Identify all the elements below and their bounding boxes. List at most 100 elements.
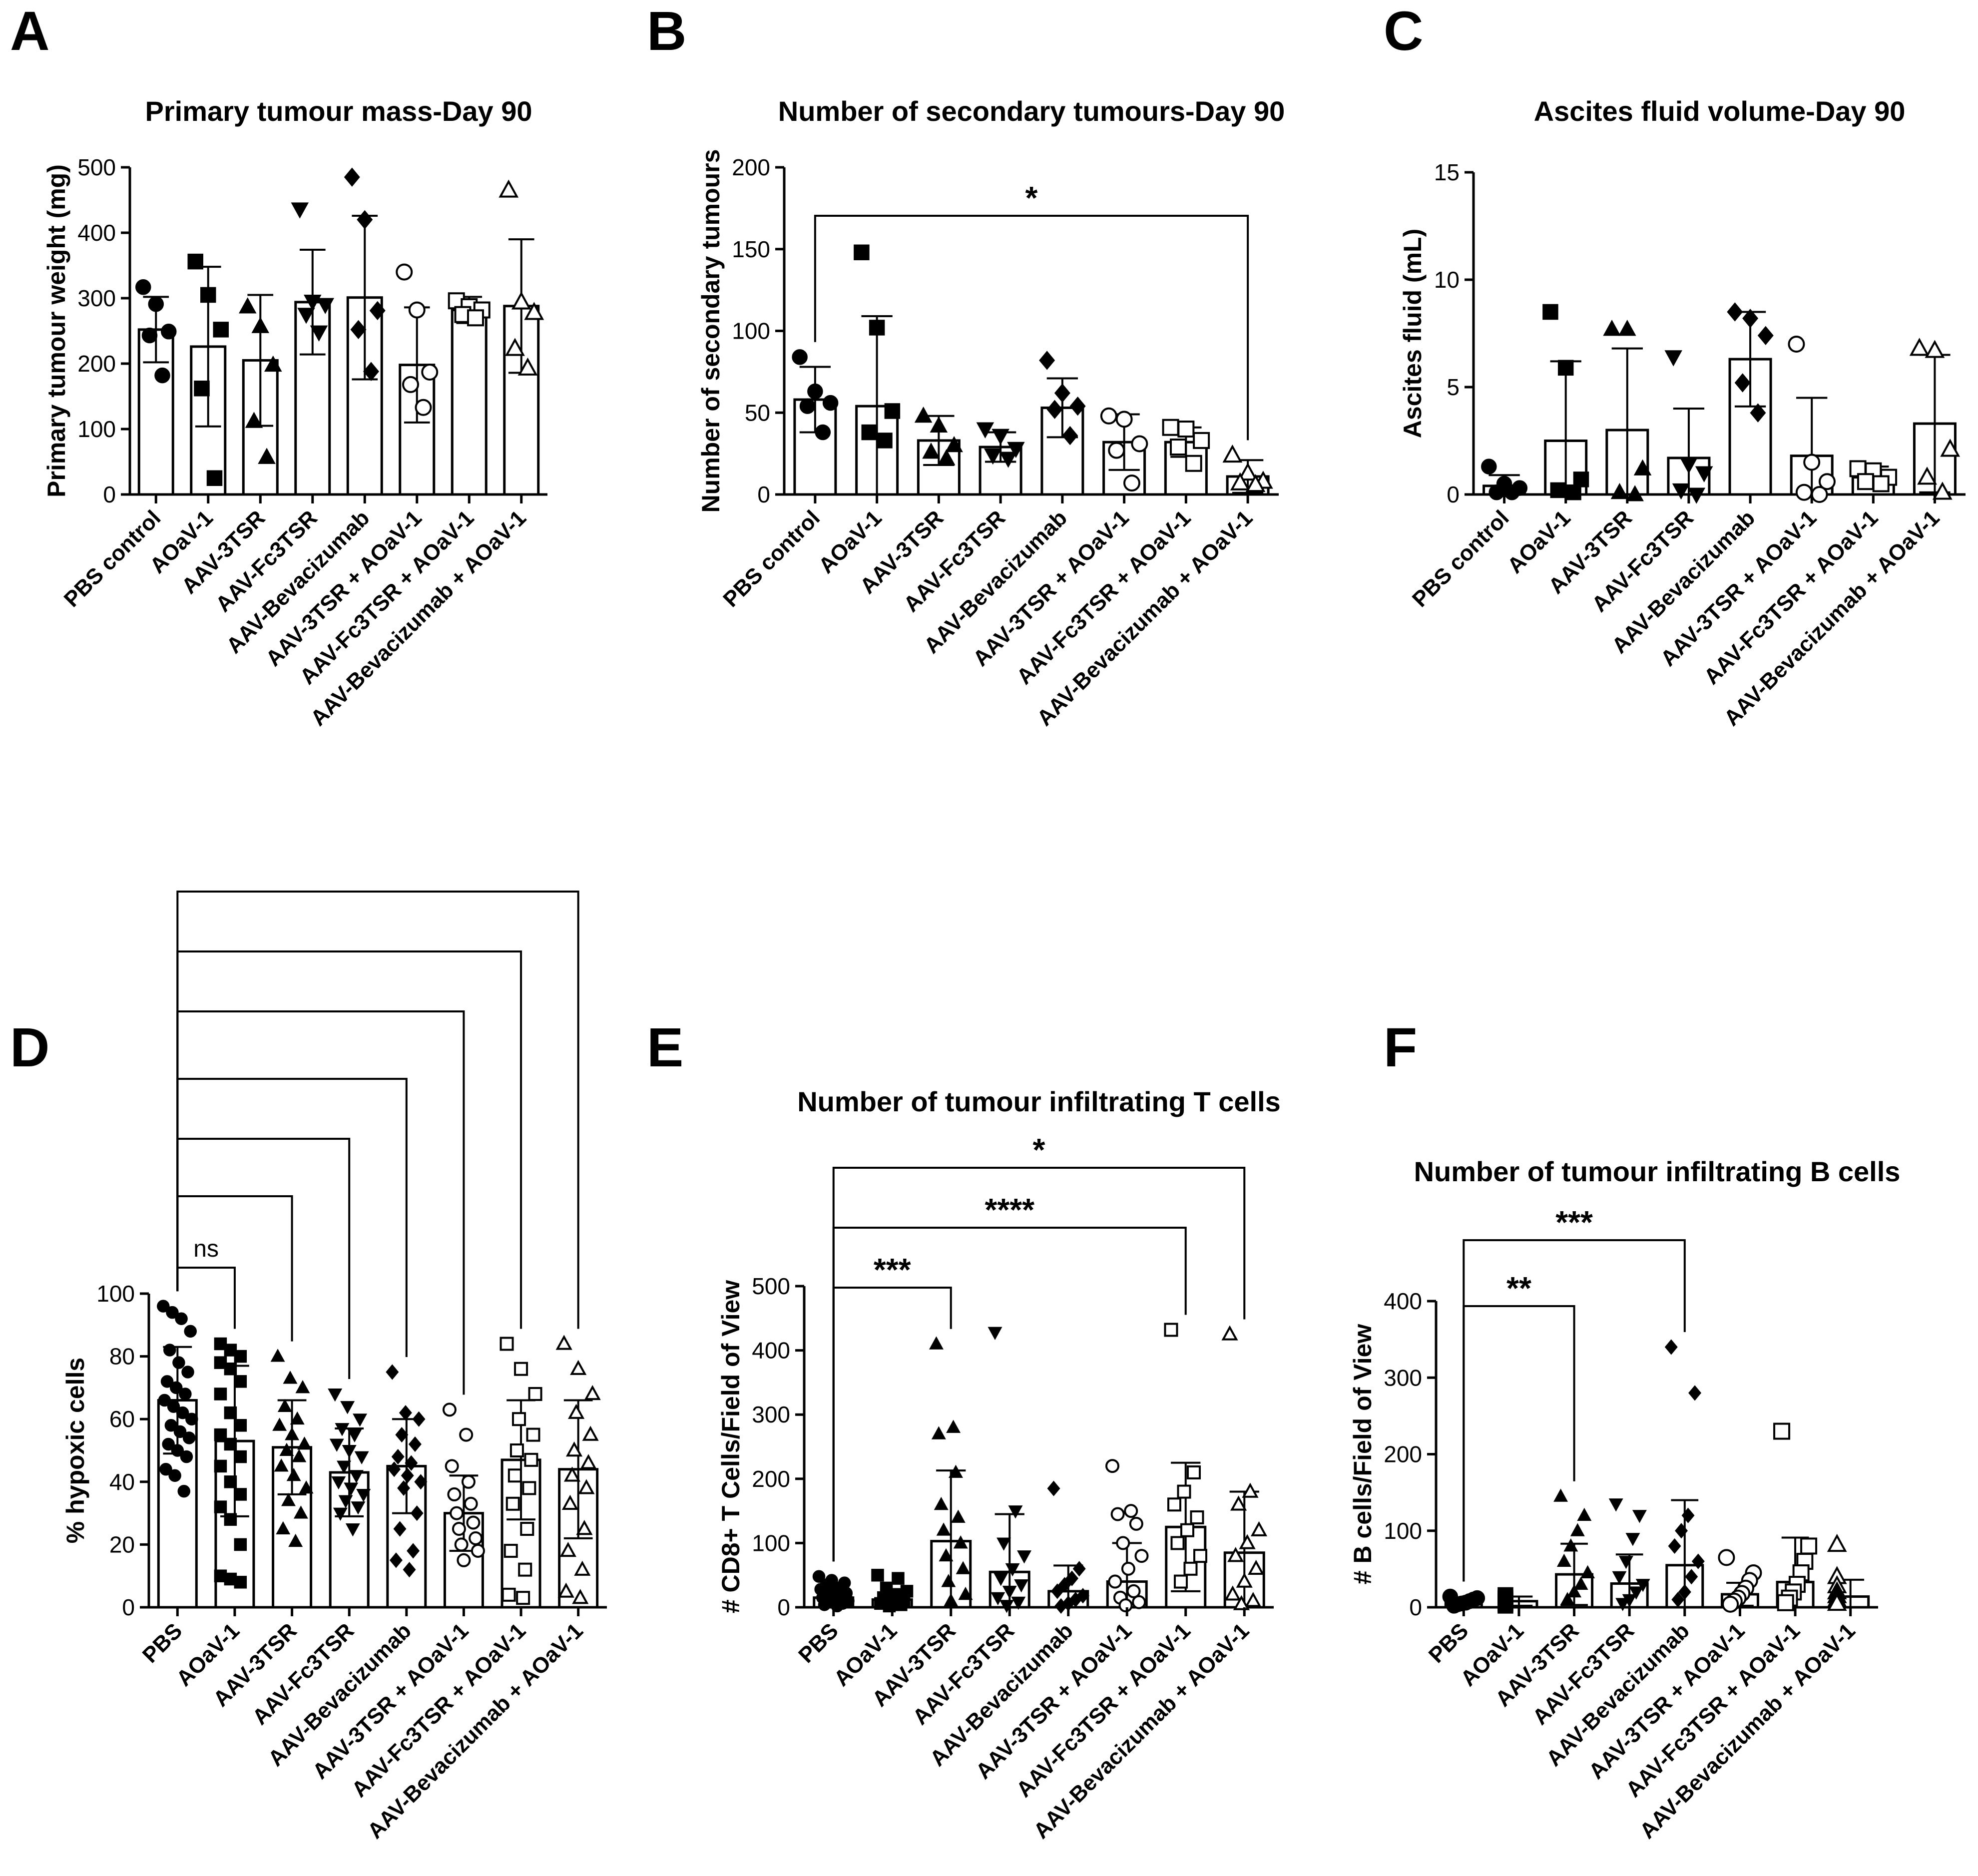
data-point (576, 1520, 593, 1535)
data-point (395, 1427, 409, 1443)
data-point (1072, 1561, 1086, 1577)
data-point (445, 1459, 459, 1473)
y-axis-label: # B cells/Field of View (1349, 1324, 1377, 1585)
data-point (141, 327, 158, 344)
category-label: PBS control (1408, 505, 1514, 612)
y-tick-label: 100 (96, 1281, 135, 1307)
y-axis-label: Number of secondary tumours (697, 149, 725, 513)
data-point (224, 1513, 237, 1526)
data-point (1618, 320, 1636, 336)
data-point (1481, 459, 1497, 474)
data-point (582, 1425, 599, 1441)
panel-E: E Number of tumour infiltrating T cells 0 1… (647, 1017, 1281, 1844)
data-point (1573, 1576, 1588, 1590)
data-point (498, 179, 519, 198)
category-label: AAV-Fc3TSR (908, 1618, 1019, 1730)
y-tick-label: 300 (1384, 1365, 1422, 1391)
data-point (822, 395, 839, 411)
data-point (264, 355, 282, 372)
y-axis-label: Ascites fluid (mL) (1399, 229, 1427, 438)
data-point (1580, 1565, 1595, 1578)
data-point (187, 253, 203, 270)
data-point (1675, 1523, 1688, 1539)
data-point (1718, 1549, 1735, 1566)
data-point (1542, 304, 1558, 320)
data-point (363, 362, 379, 381)
y-tick-label: 400 (1384, 1288, 1422, 1314)
data-point (469, 1531, 483, 1545)
data-point (584, 1385, 601, 1401)
y-tick-label: 0 (103, 481, 116, 507)
chart-title: Number of tumour infiltrating B cells (1414, 1156, 1901, 1187)
data-point (1227, 1547, 1244, 1562)
y-tick-label: 0 (1409, 1594, 1422, 1620)
chart-title: Ascites fluid volume-Day 90 (1534, 95, 1906, 127)
data-point (234, 1419, 247, 1432)
significance-label: *** (874, 1252, 911, 1288)
data-point (1685, 1569, 1698, 1585)
data-point (1795, 483, 1813, 501)
data-point (251, 317, 270, 333)
data-point (999, 1600, 1014, 1613)
data-point (213, 322, 229, 338)
data-point (399, 1405, 412, 1421)
data-point (522, 1481, 536, 1495)
data-point (347, 1429, 362, 1442)
data-point (159, 1462, 172, 1476)
data-point (1017, 1550, 1031, 1564)
data-point (297, 308, 315, 324)
significance-bracket (814, 215, 1249, 441)
data-point (182, 1431, 196, 1444)
significance-label: ns (193, 1236, 219, 1262)
data-point (1062, 426, 1078, 446)
data-point (524, 1452, 538, 1467)
data-point (1777, 1594, 1794, 1611)
data-point (1116, 1536, 1130, 1550)
data-point (1190, 1510, 1204, 1524)
data-point (1632, 1510, 1647, 1523)
data-point (450, 1506, 464, 1520)
data-point (520, 1522, 534, 1536)
data-point (892, 1572, 905, 1585)
data-point (328, 1389, 343, 1402)
data-point (1108, 1574, 1122, 1589)
y-tick-label: 200 (752, 1466, 790, 1492)
panel-label: D (10, 1017, 49, 1078)
category-label: PBS (794, 1618, 843, 1668)
data-point (951, 1509, 966, 1523)
data-point (524, 302, 544, 320)
data-point (503, 1543, 518, 1558)
chart-title: Number of tumour infiltrating T cells (797, 1086, 1281, 1117)
data-point (557, 1582, 574, 1598)
data-point (1664, 1339, 1678, 1355)
data-point (1054, 383, 1070, 403)
data-point (1610, 482, 1629, 499)
data-point (815, 424, 831, 441)
data-point (517, 357, 538, 376)
data-point (331, 1476, 346, 1490)
data-point (1134, 1549, 1149, 1563)
data-point (1727, 302, 1743, 322)
data-point (1132, 1595, 1146, 1609)
data-point (922, 443, 940, 459)
data-point (1664, 350, 1682, 367)
data-point (356, 1488, 371, 1502)
data-point (1050, 1583, 1064, 1599)
data-point (953, 1535, 968, 1549)
data-point (1560, 1592, 1575, 1605)
data-point (297, 1436, 312, 1450)
data-point (184, 1325, 197, 1338)
data-point (1695, 466, 1713, 482)
data-point (1818, 473, 1836, 490)
data-point (869, 320, 885, 336)
data-point (1002, 1585, 1017, 1599)
data-point (1121, 1561, 1135, 1576)
data-point (168, 1469, 181, 1482)
data-point (135, 279, 151, 295)
data-point (167, 1400, 180, 1413)
data-point (1108, 442, 1125, 459)
data-point (176, 1406, 189, 1419)
data-point (292, 1449, 307, 1462)
data-point (1180, 1523, 1194, 1537)
data-point (1553, 1488, 1568, 1502)
